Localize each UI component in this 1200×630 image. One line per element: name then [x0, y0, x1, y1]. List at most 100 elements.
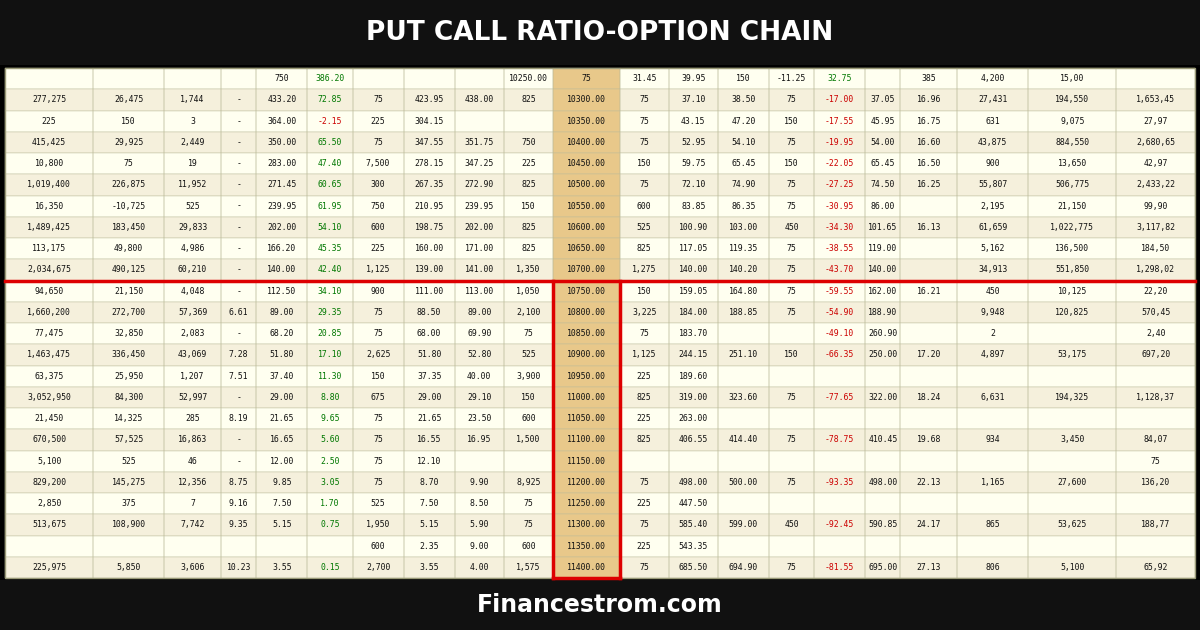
Bar — [958, 195, 1028, 217]
Bar — [1028, 514, 1116, 536]
Text: 75: 75 — [786, 180, 797, 190]
Bar — [5, 365, 1195, 387]
Bar — [900, 195, 958, 217]
Bar — [958, 387, 1028, 408]
Bar — [1116, 195, 1195, 217]
Bar — [553, 238, 619, 260]
Text: 202.00: 202.00 — [464, 223, 494, 232]
Bar — [5, 387, 1195, 408]
Bar — [257, 280, 307, 302]
Text: 11000.00: 11000.00 — [566, 393, 606, 402]
Bar — [814, 536, 865, 557]
Bar — [900, 514, 958, 536]
Text: 3,450: 3,450 — [1060, 435, 1085, 444]
Text: 498.00: 498.00 — [868, 478, 898, 487]
Bar — [814, 195, 865, 217]
Bar — [718, 323, 769, 344]
Text: 11250.00: 11250.00 — [566, 499, 606, 508]
Bar — [900, 536, 958, 557]
Text: 225: 225 — [637, 414, 652, 423]
Bar — [553, 153, 619, 175]
Text: 25,950: 25,950 — [114, 372, 143, 381]
Bar — [455, 302, 504, 323]
Text: 2.50: 2.50 — [320, 457, 340, 466]
Bar — [455, 429, 504, 450]
Text: 61.95: 61.95 — [318, 202, 342, 210]
Bar — [403, 175, 455, 195]
Bar — [455, 217, 504, 238]
Bar — [353, 238, 403, 260]
Bar — [814, 217, 865, 238]
Bar — [403, 514, 455, 536]
Bar — [353, 514, 403, 536]
Text: 140.00: 140.00 — [679, 265, 708, 275]
Text: 150: 150 — [784, 159, 799, 168]
Bar — [619, 493, 668, 514]
Bar — [257, 514, 307, 536]
Bar — [553, 344, 619, 365]
Text: 525: 525 — [121, 457, 136, 466]
Bar — [668, 344, 718, 365]
Text: 590.85: 590.85 — [868, 520, 898, 529]
Bar — [958, 238, 1028, 260]
Bar — [5, 280, 94, 302]
Bar — [5, 238, 1195, 260]
Bar — [94, 557, 164, 578]
Text: 54.00: 54.00 — [870, 138, 895, 147]
Bar — [668, 472, 718, 493]
Bar — [307, 323, 353, 344]
Bar — [403, 429, 455, 450]
Text: 52.95: 52.95 — [682, 138, 706, 147]
Bar — [504, 536, 553, 557]
Text: 60,210: 60,210 — [178, 265, 208, 275]
Bar — [403, 68, 455, 89]
Bar — [1028, 89, 1116, 110]
Bar — [221, 408, 257, 429]
Text: 1,950: 1,950 — [366, 520, 390, 529]
Bar — [5, 132, 94, 153]
Text: 8.80: 8.80 — [320, 393, 340, 402]
Bar — [668, 132, 718, 153]
Text: 22,20: 22,20 — [1144, 287, 1168, 295]
Bar — [619, 89, 668, 110]
Text: 239.95: 239.95 — [464, 202, 494, 210]
Text: 1,575: 1,575 — [516, 563, 540, 572]
Text: 10900.00: 10900.00 — [566, 350, 606, 359]
Bar — [865, 557, 900, 578]
Bar — [94, 260, 164, 280]
Bar — [958, 536, 1028, 557]
Text: 525: 525 — [521, 350, 535, 359]
Bar — [164, 387, 221, 408]
Bar — [1028, 408, 1116, 429]
Text: 825: 825 — [637, 435, 652, 444]
Bar — [307, 344, 353, 365]
Text: 27,431: 27,431 — [978, 95, 1007, 105]
Bar — [164, 195, 221, 217]
Bar — [553, 344, 619, 365]
Text: 825: 825 — [521, 180, 535, 190]
Bar — [718, 238, 769, 260]
Text: 21,150: 21,150 — [1057, 202, 1087, 210]
Bar — [668, 493, 718, 514]
Bar — [5, 344, 1195, 365]
Text: -10,725: -10,725 — [112, 202, 145, 210]
Bar — [307, 132, 353, 153]
Bar — [553, 217, 619, 238]
Text: 29.00: 29.00 — [416, 393, 442, 402]
Bar — [164, 280, 221, 302]
Text: 525: 525 — [637, 223, 652, 232]
Text: 89.00: 89.00 — [467, 308, 492, 317]
Text: 86.35: 86.35 — [731, 202, 756, 210]
Bar — [307, 514, 353, 536]
Text: 10300.00: 10300.00 — [566, 95, 606, 105]
Bar — [455, 132, 504, 153]
Text: 43,069: 43,069 — [178, 350, 208, 359]
Bar — [718, 493, 769, 514]
Bar — [553, 89, 619, 110]
Text: 9.65: 9.65 — [320, 414, 340, 423]
Bar — [307, 89, 353, 110]
Text: 184,50: 184,50 — [1141, 244, 1170, 253]
Bar — [769, 472, 814, 493]
Bar — [814, 514, 865, 536]
Bar — [94, 132, 164, 153]
